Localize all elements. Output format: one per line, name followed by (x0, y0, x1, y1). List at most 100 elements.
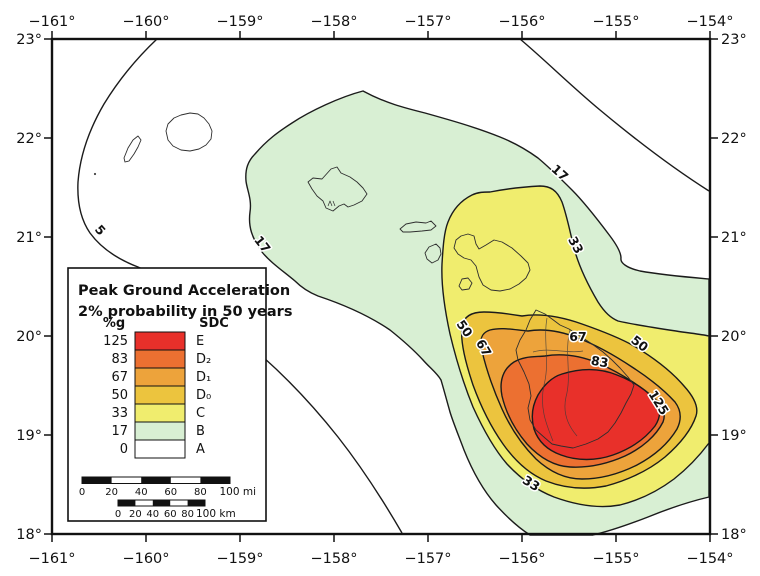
axis-label: −160° (122, 551, 169, 567)
map-frame (44, 31, 718, 542)
axis-label: 22° (16, 131, 42, 147)
legend-sdc-letters: E D₂ D₁ D₀ C B A (196, 334, 211, 457)
axis-label: −158° (310, 14, 357, 30)
legend-value: 33 (111, 406, 128, 421)
island-niihau (123, 135, 142, 163)
island-lanai (424, 243, 442, 264)
scale-km-seg1 (118, 500, 136, 506)
scale-mi-tick: 40 (135, 487, 148, 498)
island-hawaii (515, 309, 635, 449)
legend-sdc: A (196, 442, 205, 457)
scale-km-tick: 0 (115, 509, 121, 520)
islands (93, 112, 635, 449)
axis-label: 21° (721, 230, 747, 246)
scale-km-seg3 (187, 500, 205, 506)
scale-km-tick: 80 (181, 509, 194, 520)
legend-values: 125 83 67 50 33 17 0 (103, 334, 128, 457)
legend-swatch-c (134, 403, 186, 423)
scale-mi-seg3 (200, 477, 230, 484)
legend-sdc: D₀ (196, 388, 211, 403)
scale-km-end-label: 100 km (196, 508, 236, 520)
legend-title-line1: Peak Ground Acceleration (78, 283, 290, 299)
pearl-harbor-inlets (327, 200, 336, 207)
legend-swatches (134, 331, 186, 459)
scale-km-seg2 (152, 500, 171, 506)
axis-label: 22° (721, 131, 747, 147)
legend-header-sdc: SDC (199, 316, 229, 331)
island-kaula (93, 172, 97, 176)
scale-mi-seg1 (82, 477, 112, 484)
contour-label-67-north: 67 (569, 329, 586, 344)
scale-mi-tick: 0 (79, 487, 85, 498)
axis-label: −160° (122, 14, 169, 30)
bottom-axis-ticks (51, 534, 711, 542)
axis-label: −159° (216, 14, 263, 30)
legend-value: 17 (111, 424, 128, 439)
district-line-1 (542, 317, 554, 442)
scale-km-tick: 20 (129, 509, 142, 520)
scale-mi-end-label: 100 mi (220, 486, 257, 498)
axis-label: 19° (16, 428, 42, 444)
legend-title-line2: 2% probability in 50 years (78, 304, 292, 320)
scale-mi-tick: 60 (164, 487, 177, 498)
contour-label-83: 83 (590, 353, 610, 371)
district-line-2 (564, 329, 578, 437)
axis-label: 23° (721, 32, 747, 48)
axis-label: −161° (28, 14, 75, 30)
island-kauai (165, 112, 213, 152)
scale-km-tick: 40 (146, 509, 159, 520)
legend-sdc: B (196, 424, 205, 439)
right-axis-ticks (710, 38, 718, 535)
axis-label: −155° (592, 551, 639, 567)
contour-regions (245, 90, 710, 536)
contour-label-5: 5 (92, 222, 109, 239)
axis-label: 18° (16, 527, 42, 543)
axis-label: 23° (16, 32, 42, 48)
bottom-axis-labels: −161° −160° −159° −158° −157° −156° −155… (28, 551, 733, 567)
island-kahoolawe (458, 277, 473, 291)
scale-mi-seg2 (141, 477, 171, 484)
axis-label: −161° (28, 551, 75, 567)
scale-mi-tick: 80 (194, 487, 207, 498)
left-axis-labels: 23° 22° 21° 20° 19° 18° (16, 32, 42, 543)
scale-bar-miles: 0 20 40 60 80 100 mi (79, 476, 257, 498)
legend-swatch-a (134, 439, 186, 459)
legend-value: 50 (111, 388, 128, 403)
axis-label: −156° (498, 14, 545, 30)
axis-label: 21° (16, 230, 42, 246)
left-axis-ticks (44, 38, 52, 535)
axis-label: −154° (686, 14, 733, 30)
island-maui (453, 233, 531, 292)
contour-5-northeast (519, 38, 710, 192)
legend-sdc: E (196, 334, 204, 349)
legend: Peak Ground Acceleration 2% probability … (67, 267, 292, 522)
legend-sdc: D₂ (196, 352, 211, 367)
hawaii-district-lines (532, 317, 584, 442)
island-oahu (307, 166, 368, 212)
right-axis-labels: 23° 22° 21° 20° 19° 18° (721, 32, 747, 543)
island-molokai (399, 220, 437, 233)
legend-swatch-b (134, 421, 186, 441)
axis-label: −154° (686, 551, 733, 567)
axis-label: −157° (404, 551, 451, 567)
district-line-3 (532, 349, 584, 353)
frame-border (50, 37, 712, 536)
top-axis-ticks (51, 31, 711, 39)
axis-label: 18° (721, 527, 747, 543)
legend-swatch-e (134, 331, 186, 351)
axis-label: 20° (721, 329, 747, 345)
legend-swatch-d1 (134, 367, 186, 387)
legend-value: 83 (111, 352, 128, 367)
axis-label: −156° (498, 551, 545, 567)
legend-value: 67 (111, 370, 128, 385)
legend-swatch-d0 (134, 385, 186, 405)
legend-swatch-d2 (134, 349, 186, 369)
legend-value: 125 (103, 334, 128, 349)
contour-region-125 (531, 368, 661, 461)
scale-mi-tick: 20 (105, 487, 118, 498)
axis-label: −158° (310, 551, 357, 567)
axis-label: 19° (721, 428, 747, 444)
legend-value: 0 (120, 442, 128, 457)
